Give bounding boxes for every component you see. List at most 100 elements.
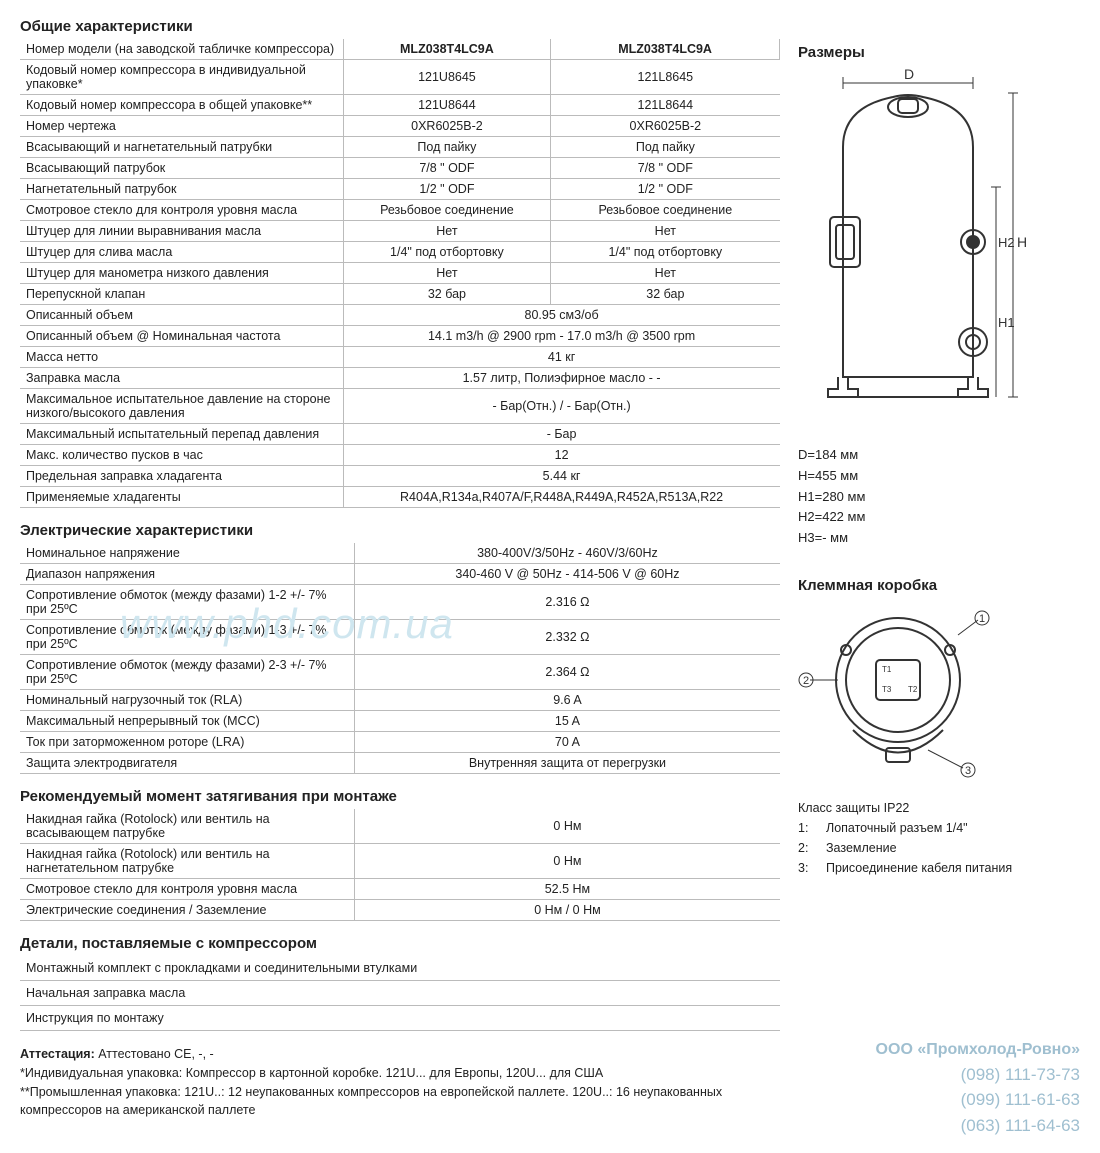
terminal-box-diagram: 1 2 3 T1 T2 T3 — [798, 600, 998, 790]
table-row-label: Номинальное напряжение — [20, 543, 354, 564]
model-header-label: Номер модели (на заводской табличке комп… — [20, 39, 343, 60]
table-row-value-b: Резьбовое соединение — [551, 200, 780, 221]
details-table: Монтажный комплект с прокладками и соеди… — [20, 956, 780, 1031]
legend-text: Лопаточный разъем 1/4" — [826, 818, 968, 838]
dimension-line: H=455 мм — [798, 466, 1080, 487]
attest-value: Аттестовано CE, -, - — [95, 1047, 214, 1061]
svg-text:T2: T2 — [908, 685, 918, 694]
attest-label: Аттестация: — [20, 1047, 95, 1061]
table-row-value: 15 A — [354, 711, 780, 732]
table-row-value-a: 1/2 " ODF — [343, 179, 550, 200]
svg-text:2: 2 — [803, 675, 809, 687]
svg-text:3: 3 — [965, 765, 971, 777]
table-row-value-b: 1/4" под отбортовку — [551, 242, 780, 263]
model-b: MLZ038T4LC9A — [551, 39, 780, 60]
table-row-value: - Бар(Отн.) / - Бар(Отн.) — [343, 389, 779, 424]
detail-item: Начальная заправка масла — [20, 981, 780, 1006]
table-row-value: - Бар — [343, 424, 779, 445]
table-row-value-b: Нет — [551, 221, 780, 242]
table-row-label: Штуцер для манометра низкого давления — [20, 263, 343, 284]
table-row-value-a: 0XR6025B-2 — [343, 116, 550, 137]
table-row-label: Перепускной клапан — [20, 284, 343, 305]
company-stamp: ООО «Промхолод-Ровно» (098) 111-73-73 (0… — [876, 1038, 1080, 1139]
table-row-value: 380-400V/3/50Hz - 460V/3/60Hz — [354, 543, 780, 564]
table-row-value-a: Нет — [343, 221, 550, 242]
table-row-label: Кодовый номер компрессора в индивидуальн… — [20, 60, 343, 95]
table-row-label: Описанный объем @ Номинальная частота — [20, 326, 343, 347]
section-torque-title: Рекомендуемый момент затягивания при мон… — [20, 788, 780, 805]
dimension-line: D=184 мм — [798, 445, 1080, 466]
table-row-value: 12 — [343, 445, 779, 466]
phone-3: (063) 111-64-63 — [876, 1113, 1080, 1139]
terminal-box-title: Клеммная коробка — [798, 577, 1080, 594]
table-row-value: 80.95 см3/об — [343, 305, 779, 326]
svg-text:D: D — [904, 67, 914, 82]
svg-text:H2: H2 — [998, 235, 1015, 250]
table-row-value-b: 121L8645 — [551, 60, 780, 95]
table-row-value: 2.332 Ω — [354, 620, 780, 655]
table-row-label: Масса нетто — [20, 347, 343, 368]
table-row-value-b: 121L8644 — [551, 95, 780, 116]
legend-num: 3: — [798, 858, 826, 878]
table-row-label: Всасывающий патрубок — [20, 158, 343, 179]
table-row-label: Штуцер для линии выравнивания масла — [20, 221, 343, 242]
table-row-value-a: 7/8 " ODF — [343, 158, 550, 179]
company-name: ООО «Промхолод-Ровно» — [876, 1038, 1080, 1062]
table-row-label: Номинальный нагрузочный ток (RLA) — [20, 690, 354, 711]
table-row-value-a: 121U8645 — [343, 60, 550, 95]
table-row-value: Внутренняя защита от перегрузки — [354, 753, 780, 774]
table-row-label: Защита электродвигателя — [20, 753, 354, 774]
table-row-value-a: 121U8644 — [343, 95, 550, 116]
svg-text:1: 1 — [979, 613, 985, 625]
table-row-value: 1.57 литр, Полиэфирное масло - - — [343, 368, 779, 389]
compressor-diagram: D H H2 H1 — [798, 67, 1028, 437]
dimension-line: H1=280 мм — [798, 487, 1080, 508]
table-row-value: 9.6 A — [354, 690, 780, 711]
table-row-value-a: 1/4" под отбортовку — [343, 242, 550, 263]
table-row-value: 5.44 кг — [343, 466, 779, 487]
table-row-value: 0 Нм / 0 Нм — [354, 900, 780, 921]
table-row-label: Ток при заторможенном роторе (LRA) — [20, 732, 354, 753]
legend-text: Заземление — [826, 838, 897, 858]
detail-item: Монтажный комплект с прокладками и соеди… — [20, 956, 780, 981]
svg-text:H: H — [1017, 234, 1027, 250]
table-row-label: Макс. количество пусков в час — [20, 445, 343, 466]
dimensions-title: Размеры — [798, 44, 1080, 61]
table-row-label: Применяемые хладагенты — [20, 487, 343, 508]
table-row-label: Штуцер для слива масла — [20, 242, 343, 263]
section-details-title: Детали, поставляемые с компрессором — [20, 935, 780, 952]
section-electrical-title: Электрические характеристики — [20, 522, 780, 539]
table-row-label: Сопротивление обмоток (между фазами) 2-3… — [20, 655, 354, 690]
detail-item: Инструкция по монтажу — [20, 1006, 780, 1031]
table-row-value: 2.316 Ω — [354, 585, 780, 620]
table-row-value-b: 1/2 " ODF — [551, 179, 780, 200]
table-row-label: Сопротивление обмоток (между фазами) 1-2… — [20, 585, 354, 620]
table-row-value: 0 Нм — [354, 809, 780, 844]
table-row-label: Номер чертежа — [20, 116, 343, 137]
phone-1: (098) 111-73-73 — [876, 1062, 1080, 1088]
table-row-label: Смотровое стекло для контроля уровня мас… — [20, 200, 343, 221]
table-row-value: 0 Нм — [354, 844, 780, 879]
table-row-label: Максимальный непрерывный ток (MCC) — [20, 711, 354, 732]
footnote-2: **Промышленная упаковка: 121U..: 12 неуп… — [20, 1085, 722, 1118]
model-a: MLZ038T4LC9A — [343, 39, 550, 60]
table-row-value-a: Резьбовое соединение — [343, 200, 550, 221]
svg-text:T3: T3 — [882, 685, 892, 694]
legend-num: 2: — [798, 838, 826, 858]
electrical-table: Номинальное напряжение 380-400V/3/50Hz -… — [20, 543, 780, 774]
table-row-label: Сопротивление обмоток (между фазами) 1-3… — [20, 620, 354, 655]
table-row-label: Диапазон напряжения — [20, 564, 354, 585]
table-row-label: Максимальное испытательное давление на с… — [20, 389, 343, 424]
table-row-value-a: Под пайку — [343, 137, 550, 158]
table-row-label: Нагнетательный патрубок — [20, 179, 343, 200]
phone-2: (099) 111-61-63 — [876, 1087, 1080, 1113]
legend-num: 1: — [798, 818, 826, 838]
section-general-title: Общие характеристики — [20, 18, 780, 35]
table-row-value-b: Нет — [551, 263, 780, 284]
table-row-label: Максимальный испытательный перепад давле… — [20, 424, 343, 445]
svg-text:H1: H1 — [998, 315, 1015, 330]
table-row-label: Электрические соединения / Заземление — [20, 900, 354, 921]
legend-text: Присоединение кабеля питания — [826, 858, 1012, 878]
table-row-value: 14.1 m3/h @ 2900 rpm - 17.0 m3/h @ 3500 … — [343, 326, 779, 347]
table-row-label: Заправка масла — [20, 368, 343, 389]
